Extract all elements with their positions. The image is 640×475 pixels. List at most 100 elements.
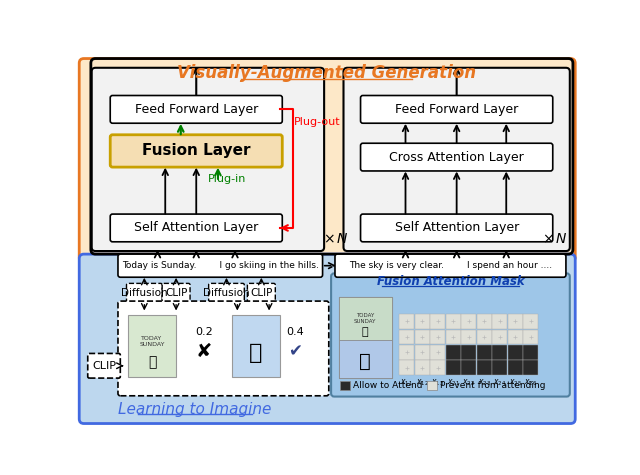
- Text: Cross Attention Layer: Cross Attention Layer: [389, 151, 524, 163]
- Bar: [524, 314, 538, 329]
- Text: $x_{11}$: $x_{11}$: [400, 377, 413, 388]
- Text: Prevent from attending: Prevent from attending: [440, 381, 546, 390]
- Bar: [508, 361, 522, 375]
- Text: $x_{13}$: $x_{13}$: [431, 377, 444, 388]
- FancyBboxPatch shape: [110, 135, 282, 167]
- Text: $x_{12}$: $x_{12}$: [415, 377, 429, 388]
- Text: 🐦: 🐦: [148, 356, 156, 370]
- Bar: [399, 345, 414, 360]
- FancyBboxPatch shape: [127, 284, 162, 304]
- Text: $x_{21}$: $x_{21}$: [447, 377, 460, 388]
- Text: $x_{22}$: $x_{22}$: [462, 377, 475, 388]
- Text: $x_{23}$: $x_{23}$: [477, 377, 491, 388]
- FancyBboxPatch shape: [162, 284, 190, 304]
- Bar: [339, 340, 392, 378]
- FancyBboxPatch shape: [344, 68, 570, 251]
- Bar: [399, 361, 414, 375]
- Bar: [446, 361, 461, 375]
- FancyBboxPatch shape: [118, 254, 323, 277]
- Text: Today is Sunday.        I go skiing in the hills.: Today is Sunday. I go skiing in the hill…: [122, 261, 319, 270]
- FancyBboxPatch shape: [209, 284, 244, 304]
- Bar: [339, 297, 392, 340]
- FancyBboxPatch shape: [92, 68, 324, 251]
- Text: $x_{26}$: $x_{26}$: [524, 377, 538, 388]
- Text: ⛷: ⛷: [249, 343, 262, 363]
- Text: 0.2: 0.2: [195, 327, 213, 337]
- Text: CLIP: CLIP: [250, 288, 273, 298]
- Bar: [446, 345, 461, 360]
- Bar: [430, 361, 445, 375]
- FancyBboxPatch shape: [118, 301, 329, 396]
- Text: Visually-Augmented Generation: Visually-Augmented Generation: [177, 64, 476, 82]
- FancyBboxPatch shape: [248, 284, 275, 304]
- Bar: [461, 330, 476, 344]
- Bar: [477, 345, 492, 360]
- Bar: [399, 314, 414, 329]
- Bar: [415, 345, 429, 360]
- Bar: [524, 345, 538, 360]
- Text: TODAY
SUNDAY: TODAY SUNDAY: [354, 314, 376, 324]
- FancyBboxPatch shape: [88, 353, 120, 378]
- Text: $x_{24}$: $x_{24}$: [493, 377, 506, 388]
- Text: CLIP: CLIP: [165, 288, 188, 298]
- Bar: [128, 315, 176, 377]
- Text: ⛷: ⛷: [359, 352, 371, 370]
- Text: Plug-out: Plug-out: [294, 117, 340, 127]
- Bar: [492, 314, 507, 329]
- Bar: [477, 330, 492, 344]
- Text: Self Attention Layer: Self Attention Layer: [394, 221, 519, 235]
- Text: $\times\,N$: $\times\,N$: [542, 232, 568, 246]
- FancyBboxPatch shape: [335, 254, 566, 277]
- FancyBboxPatch shape: [360, 214, 553, 242]
- Bar: [430, 314, 445, 329]
- Text: Fusion Layer: Fusion Layer: [142, 143, 250, 159]
- Text: $\times\,N$: $\times\,N$: [323, 232, 349, 246]
- Bar: [508, 314, 522, 329]
- Bar: [399, 330, 414, 344]
- Text: TODAY
SUNDAY: TODAY SUNDAY: [140, 336, 165, 347]
- Text: The sky is very clear.        I spend an hour ....: The sky is very clear. I spend an hour .…: [349, 261, 552, 270]
- Bar: [461, 345, 476, 360]
- Text: ✘: ✘: [196, 342, 212, 361]
- FancyBboxPatch shape: [79, 58, 575, 262]
- Bar: [339, 297, 392, 378]
- Bar: [428, 381, 437, 390]
- Text: Plug-in: Plug-in: [208, 174, 246, 184]
- Text: 🐦: 🐦: [362, 327, 369, 337]
- Bar: [446, 314, 461, 329]
- Bar: [415, 330, 429, 344]
- Bar: [461, 314, 476, 329]
- Text: Diffusion: Diffusion: [203, 288, 250, 298]
- Bar: [492, 330, 507, 344]
- Text: Self Attention Layer: Self Attention Layer: [134, 221, 259, 235]
- Bar: [508, 330, 522, 344]
- Text: Feed Forward Layer: Feed Forward Layer: [134, 103, 258, 116]
- Bar: [524, 361, 538, 375]
- Bar: [415, 314, 429, 329]
- Bar: [492, 345, 507, 360]
- Bar: [340, 381, 351, 390]
- Bar: [232, 315, 280, 377]
- FancyBboxPatch shape: [360, 95, 553, 123]
- Bar: [430, 330, 445, 344]
- Bar: [508, 345, 522, 360]
- Text: Allow to Attend: Allow to Attend: [353, 381, 422, 390]
- Bar: [492, 361, 507, 375]
- FancyBboxPatch shape: [79, 254, 575, 424]
- Bar: [415, 361, 429, 375]
- Bar: [477, 361, 492, 375]
- FancyBboxPatch shape: [360, 143, 553, 171]
- Text: Diffusion: Diffusion: [121, 288, 168, 298]
- Text: 0.4: 0.4: [287, 327, 305, 337]
- Bar: [446, 330, 461, 344]
- Text: Learning to Imagine: Learning to Imagine: [118, 402, 271, 417]
- Text: $x_{25}$: $x_{25}$: [509, 377, 522, 388]
- Text: Feed Forward Layer: Feed Forward Layer: [395, 103, 518, 116]
- Bar: [524, 330, 538, 344]
- Bar: [461, 361, 476, 375]
- Text: CLIP: CLIP: [92, 361, 116, 371]
- Text: Fusion Attention Mask: Fusion Attention Mask: [376, 276, 524, 288]
- FancyBboxPatch shape: [110, 214, 282, 242]
- Text: ✔: ✔: [289, 342, 302, 360]
- FancyBboxPatch shape: [110, 95, 282, 123]
